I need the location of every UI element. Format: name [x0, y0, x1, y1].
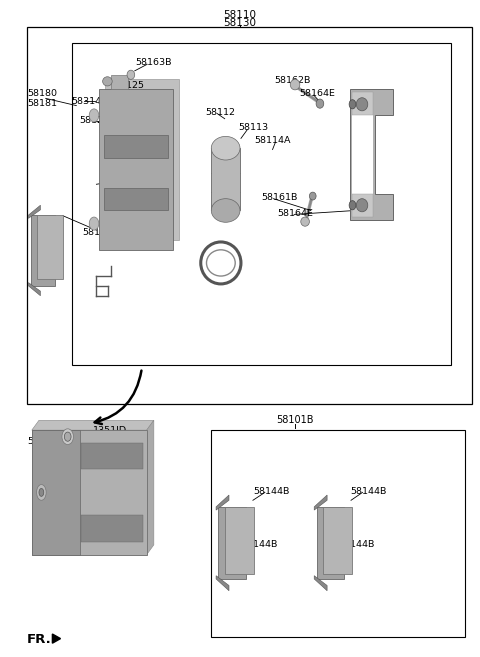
- Bar: [352, 93, 372, 116]
- Text: 58130: 58130: [224, 18, 256, 28]
- Polygon shape: [350, 89, 393, 220]
- Bar: [352, 116, 372, 194]
- Polygon shape: [28, 283, 40, 296]
- Text: 57725A: 57725A: [27, 437, 63, 445]
- Ellipse shape: [89, 109, 99, 122]
- Bar: [317, 507, 344, 579]
- Text: 58162B: 58162B: [275, 76, 311, 85]
- Text: 58164E: 58164E: [277, 209, 313, 217]
- Bar: [218, 507, 246, 579]
- Text: 58131: 58131: [141, 193, 171, 202]
- Text: 58180: 58180: [27, 89, 57, 99]
- Bar: [82, 443, 143, 470]
- Polygon shape: [314, 495, 327, 510]
- Polygon shape: [52, 634, 60, 643]
- Ellipse shape: [290, 79, 300, 90]
- Ellipse shape: [103, 77, 112, 86]
- Ellipse shape: [36, 484, 46, 500]
- Bar: [323, 507, 352, 574]
- Bar: [32, 430, 80, 555]
- Ellipse shape: [62, 429, 73, 445]
- Text: 58110: 58110: [224, 10, 256, 20]
- Text: FR.: FR.: [27, 633, 52, 646]
- Text: 58144B: 58144B: [338, 540, 375, 549]
- Text: 58144B: 58144B: [253, 487, 289, 495]
- Bar: [211, 430, 465, 637]
- Text: 58144B: 58144B: [350, 487, 386, 495]
- Ellipse shape: [39, 488, 44, 496]
- Bar: [104, 135, 168, 158]
- Polygon shape: [216, 495, 229, 510]
- Text: 1351JD: 1351JD: [93, 426, 127, 435]
- Text: 58314: 58314: [72, 97, 102, 106]
- Ellipse shape: [310, 192, 316, 200]
- Bar: [27, 27, 472, 404]
- Polygon shape: [105, 79, 179, 240]
- Text: 58113: 58113: [239, 124, 269, 132]
- Text: 58161B: 58161B: [262, 193, 298, 202]
- Ellipse shape: [127, 70, 135, 79]
- Bar: [352, 194, 372, 217]
- Ellipse shape: [349, 200, 356, 210]
- Text: 58181: 58181: [27, 99, 57, 108]
- Bar: [111, 75, 128, 89]
- Text: 58125: 58125: [114, 81, 144, 91]
- Ellipse shape: [211, 198, 240, 222]
- Ellipse shape: [316, 99, 324, 108]
- Polygon shape: [32, 420, 154, 430]
- Ellipse shape: [349, 100, 356, 109]
- Text: 58144B: 58144B: [118, 173, 155, 182]
- Text: 58144B: 58144B: [82, 227, 119, 237]
- Text: 58164E: 58164E: [300, 89, 335, 99]
- Ellipse shape: [89, 217, 99, 230]
- Bar: [211, 148, 240, 210]
- Ellipse shape: [211, 137, 240, 160]
- Polygon shape: [147, 420, 154, 555]
- Text: 58131: 58131: [141, 206, 171, 214]
- Text: 58120: 58120: [79, 116, 109, 125]
- Ellipse shape: [356, 198, 368, 212]
- Bar: [104, 187, 168, 210]
- Polygon shape: [216, 576, 229, 591]
- Bar: [32, 430, 147, 555]
- Bar: [82, 515, 143, 541]
- Ellipse shape: [356, 98, 368, 111]
- Bar: [31, 215, 55, 286]
- Polygon shape: [314, 576, 327, 591]
- Text: 58114A: 58114A: [254, 137, 291, 145]
- Bar: [99, 89, 173, 250]
- Bar: [36, 215, 63, 279]
- Text: 58144B: 58144B: [241, 540, 277, 549]
- Bar: [72, 43, 451, 365]
- Text: 58101B: 58101B: [276, 415, 313, 425]
- Ellipse shape: [301, 217, 310, 226]
- Bar: [225, 507, 254, 574]
- Text: 58112: 58112: [205, 108, 235, 117]
- Polygon shape: [28, 205, 40, 218]
- Text: 58163B: 58163B: [136, 58, 172, 68]
- Ellipse shape: [64, 432, 71, 442]
